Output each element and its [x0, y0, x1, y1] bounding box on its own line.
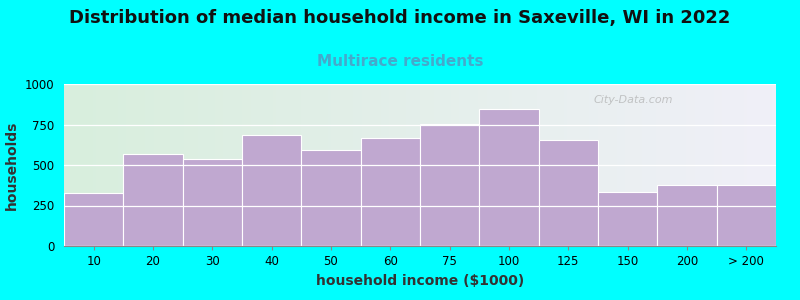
Bar	[302, 150, 361, 246]
Bar	[717, 185, 776, 246]
Text: Multirace residents: Multirace residents	[317, 54, 483, 69]
Text: City-Data.com: City-Data.com	[594, 95, 674, 105]
Text: Distribution of median household income in Saxeville, WI in 2022: Distribution of median household income …	[70, 9, 730, 27]
Bar	[123, 154, 182, 246]
Y-axis label: households: households	[5, 120, 19, 210]
Bar	[182, 159, 242, 246]
Bar	[598, 192, 658, 246]
Bar	[479, 109, 538, 246]
Bar	[242, 135, 302, 246]
Bar	[64, 193, 123, 246]
Bar	[361, 138, 420, 246]
Bar	[538, 140, 598, 246]
Bar	[658, 185, 717, 246]
X-axis label: household income ($1000): household income ($1000)	[316, 274, 524, 288]
Bar	[420, 124, 479, 246]
